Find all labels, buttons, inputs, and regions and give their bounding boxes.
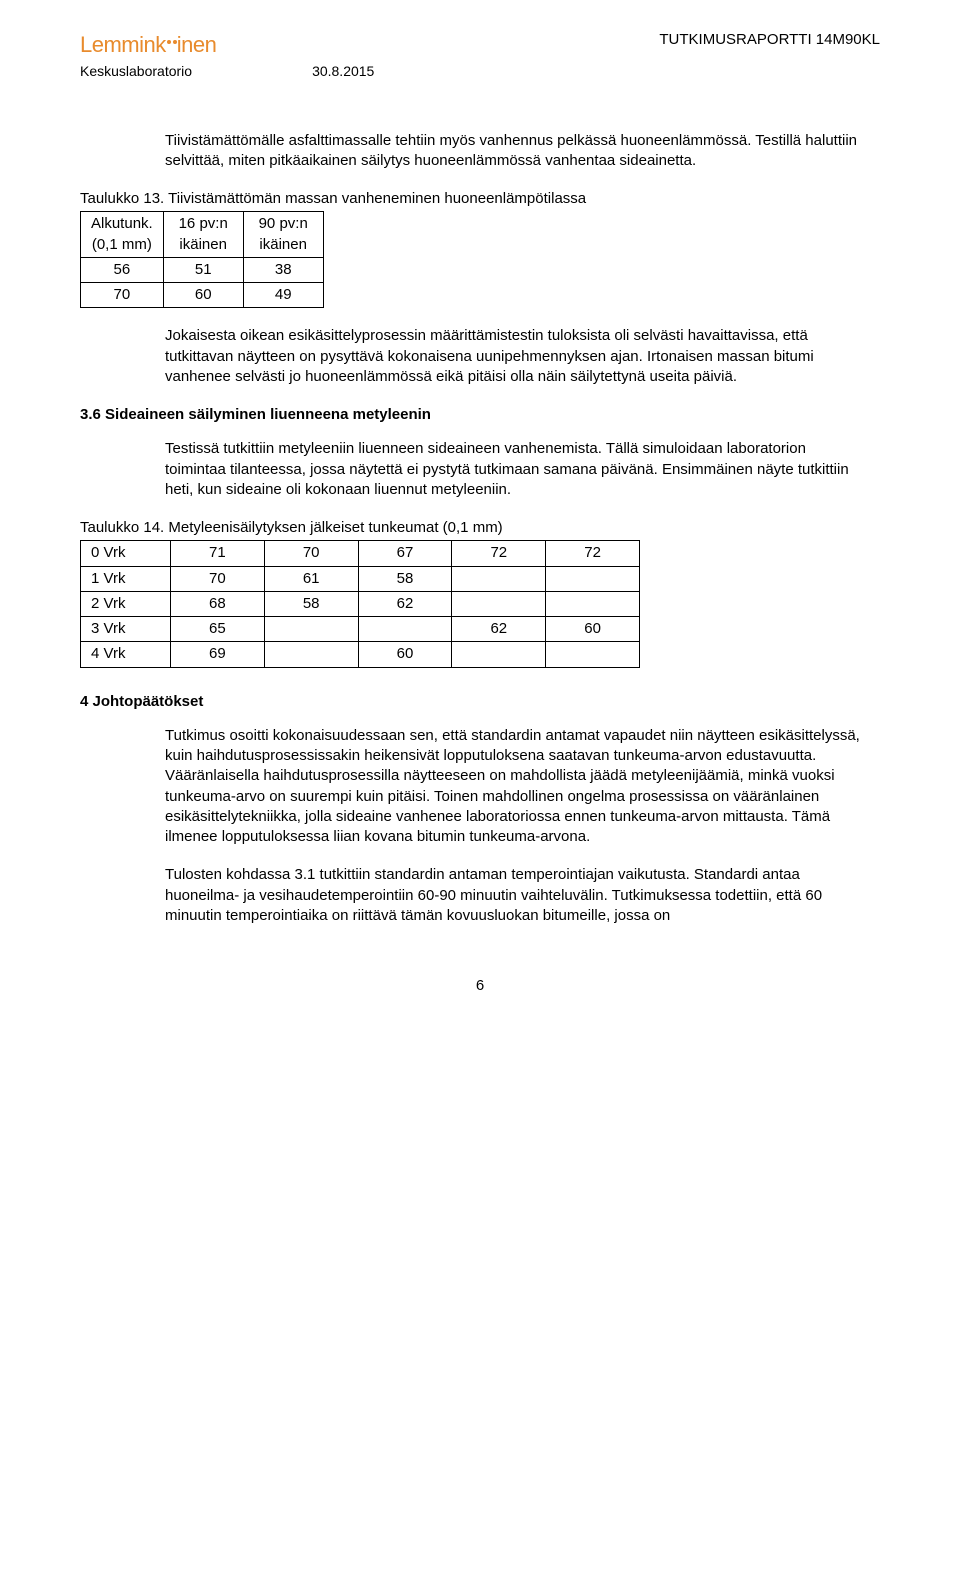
table13-caption: Taulukko 13. Tiivistämättömän massan van… bbox=[80, 189, 880, 209]
table-cell: 51 bbox=[163, 257, 243, 282]
table-cell: 72 bbox=[452, 541, 546, 566]
table14-caption: Taulukko 14. Metyleenisäilytyksen jälkei… bbox=[80, 518, 880, 538]
table13: Alkutunk. (0,1 mm) 16 pv:n ikäinen 90 pv:n… bbox=[80, 211, 324, 308]
table-cell bbox=[546, 591, 640, 616]
table-cell: 56 bbox=[81, 257, 164, 282]
section-3-6-heading: 3.6 Sideaineen säilyminen liuenneena met… bbox=[80, 405, 880, 425]
table-cell: 71 bbox=[171, 541, 265, 566]
table-cell bbox=[546, 642, 640, 667]
table-cell: 62 bbox=[358, 591, 452, 616]
after-table13-paragraph: Jokaisesta oikean esikäsittelyprosessin … bbox=[165, 326, 860, 387]
header-subrow: Keskuslaboratorio 30.8.2015 bbox=[80, 62, 374, 81]
table-cell bbox=[358, 617, 452, 642]
table-cell: 72 bbox=[546, 541, 640, 566]
table-row: 1 Vrk 70 61 58 bbox=[81, 566, 640, 591]
table-cell: 58 bbox=[264, 591, 358, 616]
cell-text: (0,1 mm) bbox=[92, 236, 152, 253]
logo: Lemmink inen bbox=[80, 30, 374, 60]
table-cell: 16 pv:n ikäinen bbox=[163, 212, 243, 258]
table-cell bbox=[452, 591, 546, 616]
table-cell: 49 bbox=[243, 283, 323, 308]
section-3-6-paragraph: Testissä tutkittiin metyleeniin liuennee… bbox=[165, 439, 860, 500]
table-row: 70 60 49 bbox=[81, 283, 324, 308]
table-row: Alkutunk. (0,1 mm) 16 pv:n ikäinen 90 pv:n… bbox=[81, 212, 324, 258]
table-cell: 70 bbox=[264, 541, 358, 566]
conclusion-paragraph-2: Tulosten kohdassa 3.1 tutkittiin standar… bbox=[165, 865, 860, 926]
table-row: 0 Vrk 71 70 67 72 72 bbox=[81, 541, 640, 566]
logo-dots bbox=[167, 40, 177, 44]
table-cell: 60 bbox=[163, 283, 243, 308]
table-cell: Alkutunk. (0,1 mm) bbox=[81, 212, 164, 258]
table-cell: 2 Vrk bbox=[81, 591, 171, 616]
table14: 0 Vrk 71 70 67 72 72 1 Vrk 70 61 58 2 Vr… bbox=[80, 540, 640, 667]
table-cell: 1 Vrk bbox=[81, 566, 171, 591]
table-cell: 38 bbox=[243, 257, 323, 282]
table-cell bbox=[546, 566, 640, 591]
page-header: Lemminkinen Keskuslaboratorio 30.8.2015 … bbox=[80, 30, 880, 81]
table-cell: 0 Vrk bbox=[81, 541, 171, 566]
cell-text: 16 pv:n bbox=[179, 215, 228, 232]
header-left: Lemmink inen Keskuslaboratorio 30.8.2015 bbox=[80, 30, 374, 81]
table-cell bbox=[452, 566, 546, 591]
cell-text: Alkutunk. bbox=[91, 215, 153, 232]
table-cell: 70 bbox=[81, 283, 164, 308]
table-cell: 65 bbox=[171, 617, 265, 642]
table-cell: 61 bbox=[264, 566, 358, 591]
table-row: 56 51 38 bbox=[81, 257, 324, 282]
table-cell: 70 bbox=[171, 566, 265, 591]
table-cell: 67 bbox=[358, 541, 452, 566]
table-cell: 90 pv:n ikäinen bbox=[243, 212, 323, 258]
cell-text: 90 pv:n bbox=[259, 215, 308, 232]
intro-paragraph: Tiivistämättömälle asfalttimassalle teht… bbox=[165, 131, 860, 172]
page-number: 6 bbox=[80, 976, 880, 996]
table-cell: 3 Vrk bbox=[81, 617, 171, 642]
cell-text: ikäinen bbox=[259, 236, 307, 253]
table-row: 3 Vrk 65 62 60 bbox=[81, 617, 640, 642]
table-cell: 58 bbox=[358, 566, 452, 591]
table-cell bbox=[452, 642, 546, 667]
table-cell: 62 bbox=[452, 617, 546, 642]
cell-text: ikäinen bbox=[179, 236, 227, 253]
table-row: 2 Vrk 68 58 62 bbox=[81, 591, 640, 616]
table-cell bbox=[264, 642, 358, 667]
conclusion-paragraph-1: Tutkimus osoitti kokonaisuudessaan sen, … bbox=[165, 726, 860, 848]
logo-text-part2: inen bbox=[177, 30, 217, 60]
table-row: 4 Vrk 69 60 bbox=[81, 642, 640, 667]
report-date: 30.8.2015 bbox=[312, 62, 374, 81]
table-cell: 60 bbox=[546, 617, 640, 642]
logo-text-part1: Lemmink bbox=[80, 30, 166, 60]
table-cell: 69 bbox=[171, 642, 265, 667]
table-cell: 60 bbox=[358, 642, 452, 667]
table-cell bbox=[264, 617, 358, 642]
table-cell: 4 Vrk bbox=[81, 642, 171, 667]
lab-name: Keskuslaboratorio bbox=[80, 62, 192, 81]
section-4-heading: 4 Johtopäätökset bbox=[80, 692, 880, 712]
table-cell: 68 bbox=[171, 591, 265, 616]
report-id: TUTKIMUSRAPORTTI 14M90KL bbox=[659, 30, 880, 50]
